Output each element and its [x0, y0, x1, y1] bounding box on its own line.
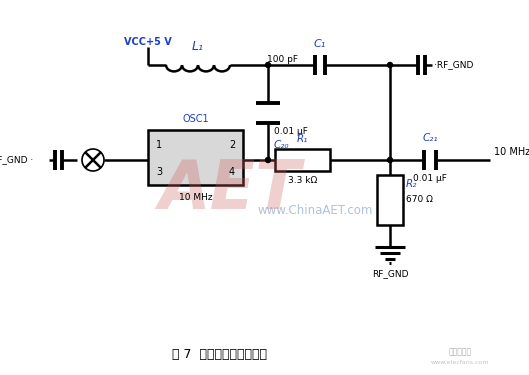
- Text: 1: 1: [156, 140, 162, 150]
- Text: RF_GND ·: RF_GND ·: [0, 156, 33, 165]
- Text: C₁: C₁: [314, 39, 326, 49]
- Text: R₂: R₂: [406, 179, 417, 189]
- Text: AET: AET: [159, 157, 302, 223]
- Text: 10 MHz: 10 MHz: [494, 147, 529, 157]
- Text: C₂₀: C₂₀: [274, 141, 289, 150]
- Text: 电子发烧友: 电子发烧友: [449, 348, 471, 357]
- Text: 图 7  温补晶振电路设计图: 图 7 温补晶振电路设计图: [172, 348, 268, 361]
- Text: L₁: L₁: [192, 40, 204, 53]
- Bar: [275, 149, 330, 171]
- Bar: [148, 130, 243, 185]
- Text: ·RF_GND: ·RF_GND: [434, 60, 473, 69]
- Circle shape: [388, 63, 393, 68]
- Circle shape: [388, 158, 393, 162]
- Text: R₁: R₁: [297, 134, 308, 144]
- Text: C₂₁: C₂₁: [422, 133, 438, 143]
- Circle shape: [266, 158, 270, 162]
- Text: 2: 2: [229, 140, 235, 150]
- Text: 100 pF: 100 pF: [267, 54, 298, 63]
- Text: 3.3 kΩ: 3.3 kΩ: [288, 176, 317, 185]
- Text: VCC+5 V: VCC+5 V: [124, 37, 172, 47]
- Text: 10 MHz: 10 MHz: [179, 193, 212, 202]
- Text: 4: 4: [229, 167, 235, 177]
- Text: 3: 3: [156, 167, 162, 177]
- Text: RF_GND: RF_GND: [372, 269, 408, 278]
- Text: www.ChinaAET.com: www.ChinaAET.com: [257, 204, 373, 216]
- Text: 0.01 μF: 0.01 μF: [413, 174, 447, 183]
- Circle shape: [266, 63, 270, 68]
- Text: 670 Ω: 670 Ω: [406, 195, 433, 204]
- Bar: [377, 175, 403, 225]
- Text: OSC1: OSC1: [182, 114, 209, 124]
- Text: www.elecfans.com: www.elecfans.com: [431, 360, 489, 364]
- Text: 0.01 μF: 0.01 μF: [274, 126, 308, 135]
